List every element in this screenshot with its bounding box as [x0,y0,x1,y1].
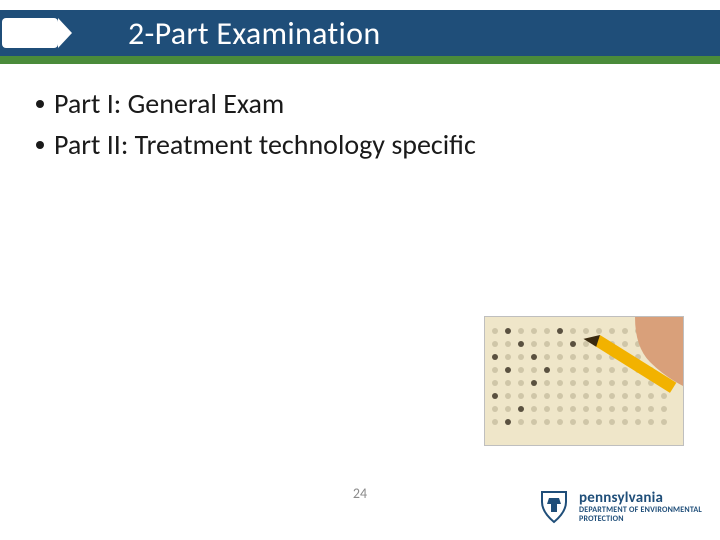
logo-dept-line2: PROTECTION [579,515,702,523]
bullet-item: Part II: Treatment technology specific [36,127,684,162]
bullet-text: Part II: Treatment technology specific [54,127,476,162]
bullet-text: Part I: General Exam [54,86,284,121]
title-bar: 2-Part Examination [0,10,720,56]
bullet-icon [36,141,44,149]
logo-text: pennsylvania DEPARTMENT OF ENVIRONMENTAL… [579,491,702,524]
scantron-photo [484,316,684,446]
bullet-icon [36,100,44,108]
keystone-shield-icon [537,490,571,524]
content-area: Part I: General Exam Part II: Treatment … [36,86,684,168]
logo-state-name: pennsylvania [579,491,702,507]
footer-logo: pennsylvania DEPARTMENT OF ENVIRONMENTAL… [537,490,702,524]
page-title: 2-Part Examination [128,14,380,53]
slide: 2-Part Examination Part I: General Exam … [0,0,720,540]
green-divider-strip [0,56,720,64]
title-notch-decoration [2,18,58,48]
title-region: 2-Part Examination [0,10,720,64]
bullet-item: Part I: General Exam [36,86,684,121]
